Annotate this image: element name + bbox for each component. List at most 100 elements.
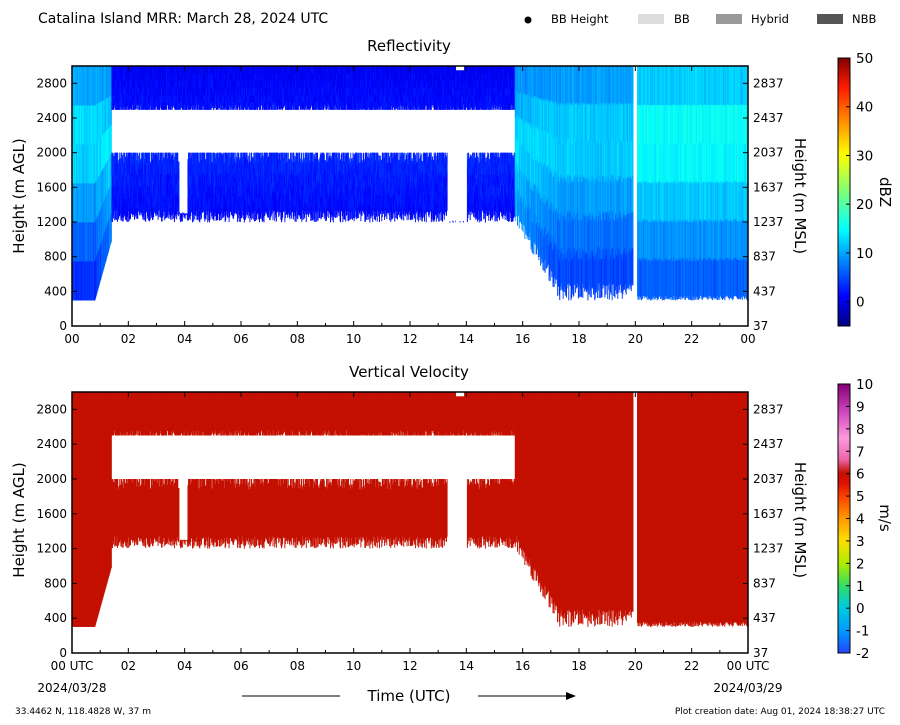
reflectivity-cell <box>209 152 211 165</box>
reflectivity-cell <box>295 73 297 81</box>
reflectivity-cell <box>305 173 307 184</box>
reflectivity-cell <box>287 182 289 193</box>
reflectivity-cell <box>155 79 157 87</box>
reflectivity-cell <box>180 216 182 218</box>
reflectivity-cell <box>123 152 125 164</box>
reflectivity-cell <box>284 164 286 177</box>
reflectivity-cell <box>204 164 206 176</box>
reflectivity-cell <box>149 171 151 182</box>
reflectivity-cell <box>117 209 119 222</box>
reflectivity-cell <box>269 197 271 209</box>
reflectivity-cell <box>165 195 167 207</box>
reflectivity-cell <box>213 100 215 108</box>
reflectivity-cell <box>204 87 206 96</box>
reflectivity-cell <box>140 85 142 93</box>
reflectivity-cell <box>289 66 291 74</box>
reflectivity-cell <box>178 204 180 215</box>
reflectivity-cell <box>241 87 242 95</box>
reflectivity-cell <box>325 179 327 189</box>
reflectivity-cell <box>203 182 205 193</box>
reflectivity-cell <box>181 94 183 103</box>
reflectivity-cell <box>144 175 146 187</box>
reflectivity-cell <box>193 173 195 185</box>
reflectivity-cell <box>105 195 107 228</box>
reflectivity-cell <box>306 73 308 81</box>
reflectivity-cell <box>224 94 226 103</box>
reflectivity-cell <box>267 85 269 93</box>
reflectivity-cell <box>202 202 204 213</box>
reflectivity-cell <box>174 195 176 208</box>
reflectivity-cell <box>113 94 115 103</box>
reflectivity-cell <box>201 66 202 74</box>
reflectivity-cell <box>130 94 132 103</box>
reflectivity-cell <box>93 66 95 106</box>
reflectivity-cell <box>220 174 222 187</box>
reflectivity-cell <box>191 94 193 102</box>
reflectivity-cell <box>298 98 300 106</box>
reflectivity-cell <box>118 181 120 192</box>
reflectivity-cell <box>145 80 147 89</box>
reflectivity-cell <box>81 222 83 262</box>
reflectivity-cell <box>84 66 86 106</box>
reflectivity-cell <box>273 94 275 103</box>
reflectivity-cell <box>279 202 281 213</box>
reflectivity-cell <box>95 219 97 259</box>
reflectivity-cell <box>158 171 160 182</box>
reflectivity-cell <box>217 203 219 214</box>
reflectivity-cell <box>135 160 137 171</box>
reflectivity-cell <box>102 99 104 135</box>
reflectivity-cell <box>283 175 285 186</box>
reflectivity-cell <box>269 174 271 187</box>
reflectivity-cell <box>237 102 239 110</box>
reflectivity-cell <box>281 80 282 88</box>
reflectivity-cell <box>129 163 131 175</box>
reflectivity-cell <box>218 203 220 214</box>
reflectivity-cell <box>186 66 188 74</box>
reflectivity-cell <box>265 80 267 89</box>
reflectivity-cell <box>292 79 294 87</box>
reflectivity-cell <box>77 183 79 223</box>
reflectivity-cell <box>132 186 134 197</box>
reflectivity-cell <box>170 187 171 198</box>
reflectivity-cell <box>210 162 212 171</box>
reflectivity-cell <box>96 66 98 105</box>
reflectivity-cell <box>186 102 188 110</box>
reflectivity-cell <box>284 174 286 186</box>
reflectivity-cell <box>213 102 215 110</box>
reflectivity-cell <box>167 94 169 103</box>
reflectivity-cell <box>233 196 235 208</box>
reflectivity-cell <box>105 130 107 164</box>
reflectivity-cell <box>305 162 307 174</box>
reflectivity-cell <box>265 152 267 163</box>
reflectivity-cell <box>198 201 200 212</box>
reflectivity-cell <box>314 101 316 110</box>
reflectivity-cell <box>151 66 153 74</box>
reflectivity-cell <box>305 152 307 164</box>
reflectivity-cell <box>221 94 223 103</box>
reflectivity-cell <box>135 101 137 110</box>
reflectivity-cell <box>129 66 131 74</box>
reflectivity-cell <box>262 188 264 200</box>
reflectivity-cell <box>218 94 220 103</box>
reflectivity-cell <box>210 87 211 96</box>
reflectivity-cell <box>270 195 272 207</box>
reflectivity-cell <box>324 159 326 170</box>
reflectivity-cell <box>257 80 259 89</box>
reflectivity-cell <box>152 66 154 74</box>
reflectivity-cell <box>280 101 282 109</box>
reflectivity-cell <box>322 102 324 110</box>
reflectivity-cell <box>102 100 104 136</box>
reflectivity-cell <box>310 99 312 107</box>
reflectivity-cell <box>210 194 212 204</box>
reflectivity-cell <box>155 204 157 216</box>
reflectivity-cell <box>217 72 219 81</box>
reflectivity-cell <box>265 182 267 193</box>
reflectivity-cell <box>158 200 160 211</box>
reflectivity-cell <box>252 157 254 169</box>
reflectivity-cell <box>231 162 233 174</box>
reflectivity-cell <box>265 181 267 193</box>
reflectivity-cell <box>279 102 281 110</box>
reflectivity-cell <box>183 213 185 216</box>
reflectivity-cell <box>158 152 160 164</box>
reflectivity-cell <box>262 209 264 221</box>
